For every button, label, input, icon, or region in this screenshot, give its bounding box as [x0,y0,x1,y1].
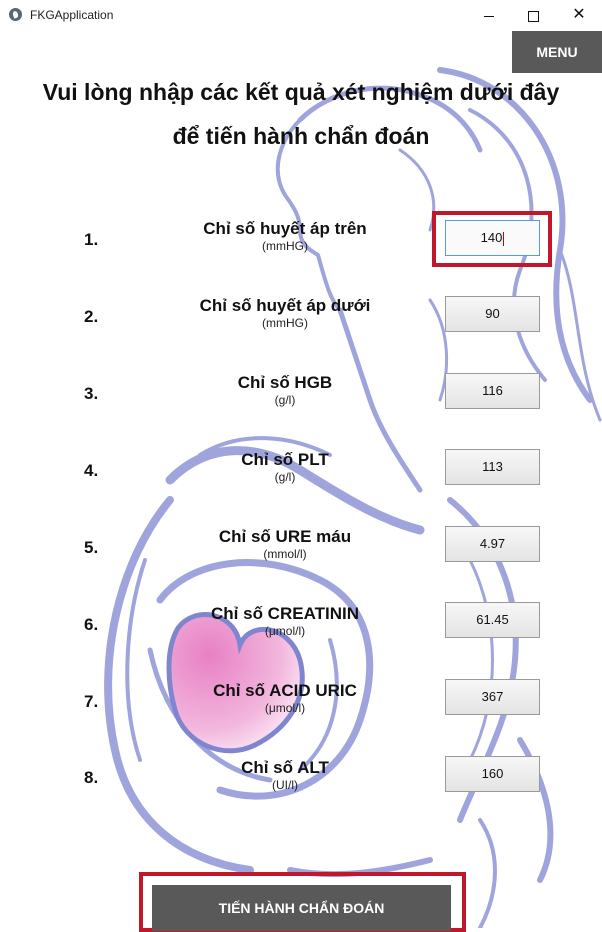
maximize-icon [527,10,539,22]
field-value: 140 [480,230,503,245]
heading-line-2: để tiến hành chẩn đoán [172,123,430,149]
field-label: Chỉ số CREATININ (μmol/l) [150,604,420,638]
text-caret [503,231,505,246]
row-number: 2. [84,307,99,326]
alt-input[interactable]: 160 [445,756,540,792]
field-label: Chỉ số URE máu (mmol/l) [150,527,420,561]
field-label: Chỉ số PLT (g/l) [150,450,420,484]
creatinin-input[interactable]: 61.45 [445,602,540,638]
field-label: Chỉ số huyết áp dưới (mmHG) [150,296,420,330]
field-label: Chỉ số HGB (g/l) [150,373,420,407]
field-name: Chỉ số CREATININ [211,604,359,623]
field-name: Chỉ số ACID URIC [213,681,357,700]
ure-input[interactable]: 4.97 [445,526,540,562]
app-logo-icon [9,8,22,21]
field-unit: (μmol/l) [264,701,306,715]
row-number: 3. [84,384,99,403]
row-number: 5. [84,538,99,557]
field-name: Chỉ số huyết áp dưới [199,296,371,315]
field-name: Chỉ số URE máu [218,527,352,546]
plt-input[interactable]: 113 [445,449,540,485]
close-icon: ✕ [572,6,586,23]
row-number: 7. [84,692,99,711]
row-number: 1. [84,230,99,249]
diastolic-bp-input[interactable]: 90 [445,296,540,332]
minimize-icon [484,15,494,17]
row-number: 6. [84,615,99,634]
acid-uric-input[interactable]: 367 [445,679,540,715]
highlight-frame-input [432,211,552,267]
field-name: Chỉ số HGB [237,373,333,392]
field-label: Chỉ số ACID URIC (μmol/l) [150,681,420,715]
heading-line-1: Vui lòng nhập các kết quả xét nghiệm dướ… [42,79,560,105]
window-titlebar: FKGApplication ✕ [0,0,602,30]
field-unit: (μmol/l) [264,624,306,638]
row-number: 8. [84,768,99,787]
close-button[interactable]: ✕ [556,0,602,30]
field-unit: (g/l) [274,470,296,484]
page-heading: Vui lòng nhập các kết quả xét nghiệm dướ… [0,70,602,158]
field-unit: (UI/l) [272,778,298,792]
diagnose-button[interactable]: TIẾN HÀNH CHẨN ĐOÁN [152,885,451,931]
field-label: Chỉ số ALT (UI/l) [150,758,420,792]
field-name: Chỉ số PLT [241,450,329,469]
hgb-input[interactable]: 116 [445,373,540,409]
row-number: 4. [84,461,99,480]
minimize-button[interactable] [466,0,512,30]
systolic-bp-input[interactable]: 140 [445,220,540,256]
field-name: Chỉ số huyết áp trên [203,219,367,238]
field-label: Chỉ số huyết áp trên (mmHG) [150,219,420,253]
menu-button[interactable]: MENU [512,31,602,73]
field-unit: (mmHG) [262,316,308,330]
field-unit: (mmol/l) [263,547,307,561]
field-name: Chỉ số ALT [241,758,329,777]
window-title: FKGApplication [30,8,114,22]
pregnant-woman-illustration [104,67,602,928]
maximize-button[interactable] [510,0,556,30]
field-unit: (g/l) [274,393,296,407]
field-unit: (mmHG) [262,239,308,253]
